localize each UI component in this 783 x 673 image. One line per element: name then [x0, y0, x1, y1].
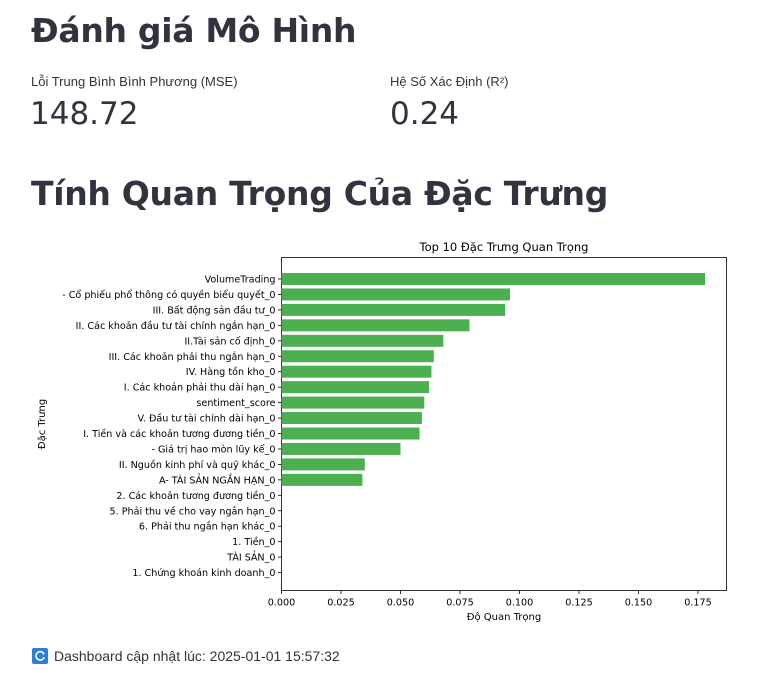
x-tick-label: 0.050	[387, 598, 414, 609]
y-tick-label: 5. Phải thu về cho vay ngắn hạn_0	[110, 504, 276, 517]
y-tick-label: 2. Các khoản tương đương tiền_0	[116, 490, 275, 502]
feature-importance-chart: Top 10 Đặc Trưng Quan Trọng VolumeTradin…	[0, 232, 760, 632]
y-tick-label: V. Đầu tư tài chính dài hạn_0	[138, 413, 276, 425]
mse-metric-label: Lỗi Trung Bình Bình Phương (MSE)	[31, 74, 238, 89]
footer-status: Dashboard cập nhật lúc: 2025-01-01 15:57…	[32, 648, 340, 664]
y-tick-label: 6. Phải thu ngắn hạn khác_0	[139, 520, 276, 533]
y-tick-label: II. Nguồn kinh phí và quỹ khác_0	[119, 459, 276, 471]
bar	[281, 288, 510, 301]
x-tick-label: 0.025	[327, 598, 354, 609]
x-tick-label: 0.150	[625, 598, 652, 609]
x-tick-labels: 0.000 0.025 0.050 0.075 0.100 0.125 0.150 0.175	[268, 590, 712, 609]
bar	[281, 334, 444, 347]
x-axis-label: Độ Quan Trọng	[467, 611, 541, 623]
bar	[281, 303, 506, 316]
bar	[281, 458, 365, 471]
x-tick-label: 0.125	[565, 598, 592, 609]
y-tick-label: A- TÀI SẢN NGẮN HẠN_0	[159, 472, 276, 486]
mse-metric-value: 148.72	[30, 96, 139, 132]
chart-title: Top 10 Đặc Trưng Quan Trọng	[419, 240, 589, 254]
chart-canvas: Top 10 Đặc Trưng Quan Trọng VolumeTradin…	[37, 240, 727, 623]
refresh-icon	[32, 648, 48, 664]
y-tick-label: 1. Chứng khoán kinh doanh_0	[132, 567, 275, 579]
y-tick-label: I. Các khoản phải thu dài hạn_0	[124, 382, 276, 394]
y-axis-label: Đặc Trưng	[37, 399, 48, 449]
bar	[281, 396, 425, 409]
y-tick-label: IV. Hàng tồn kho_0	[186, 366, 276, 378]
bars-group	[281, 273, 706, 486]
y-tick-label: 1. Tiền_0	[232, 536, 275, 548]
bar	[281, 412, 422, 425]
x-tick-label: 0.100	[506, 598, 533, 609]
page-title: Đánh giá Mô Hình	[31, 11, 357, 50]
bar	[281, 319, 470, 332]
bar	[281, 473, 363, 486]
y-tick-label: TÀI SẢN_0	[226, 550, 275, 564]
y-tick-label: sentiment_score	[196, 398, 275, 409]
y-tick-label: II. Các khoản đầu tư tài chính ngắn hạn_…	[76, 319, 276, 332]
y-tick-labels: VolumeTrading - Cổ phiếu phổ thông có quy…	[62, 275, 282, 579]
y-tick-label: II.Tài sản cố định_0	[184, 335, 275, 347]
feature-importance-title: Tính Quan Trọng Của Đặc Trưng	[31, 174, 609, 213]
y-tick-label: VolumeTrading	[205, 275, 276, 286]
bar	[281, 442, 401, 455]
bar	[281, 381, 430, 394]
bar	[281, 273, 706, 285]
footer-text: Dashboard cập nhật lúc: 2025-01-01 15:57…	[54, 648, 340, 664]
bar	[281, 427, 420, 440]
x-tick-label: 0.000	[268, 598, 295, 609]
y-tick-label: III. Các khoản phải thu ngắn hạn_0	[109, 350, 276, 363]
x-tick-label: 0.175	[684, 598, 711, 609]
x-tick-label: 0.075	[446, 598, 473, 609]
y-tick-label: III. Bất động sản đầu tư_0	[153, 304, 276, 316]
bar	[281, 350, 434, 363]
r2-metric-value: 0.24	[390, 96, 460, 132]
bar	[281, 365, 432, 378]
y-tick-label: I. Tiền và các khoản tương đương tiền_0	[83, 428, 275, 440]
y-tick-label: - Cổ phiếu phổ thông có quyền biểu quyết…	[62, 288, 275, 301]
y-tick-label: - Giá trị hao mòn lũy kế_0	[151, 443, 275, 455]
r2-metric-label: Hệ Số Xác Định (R²)	[390, 74, 509, 89]
